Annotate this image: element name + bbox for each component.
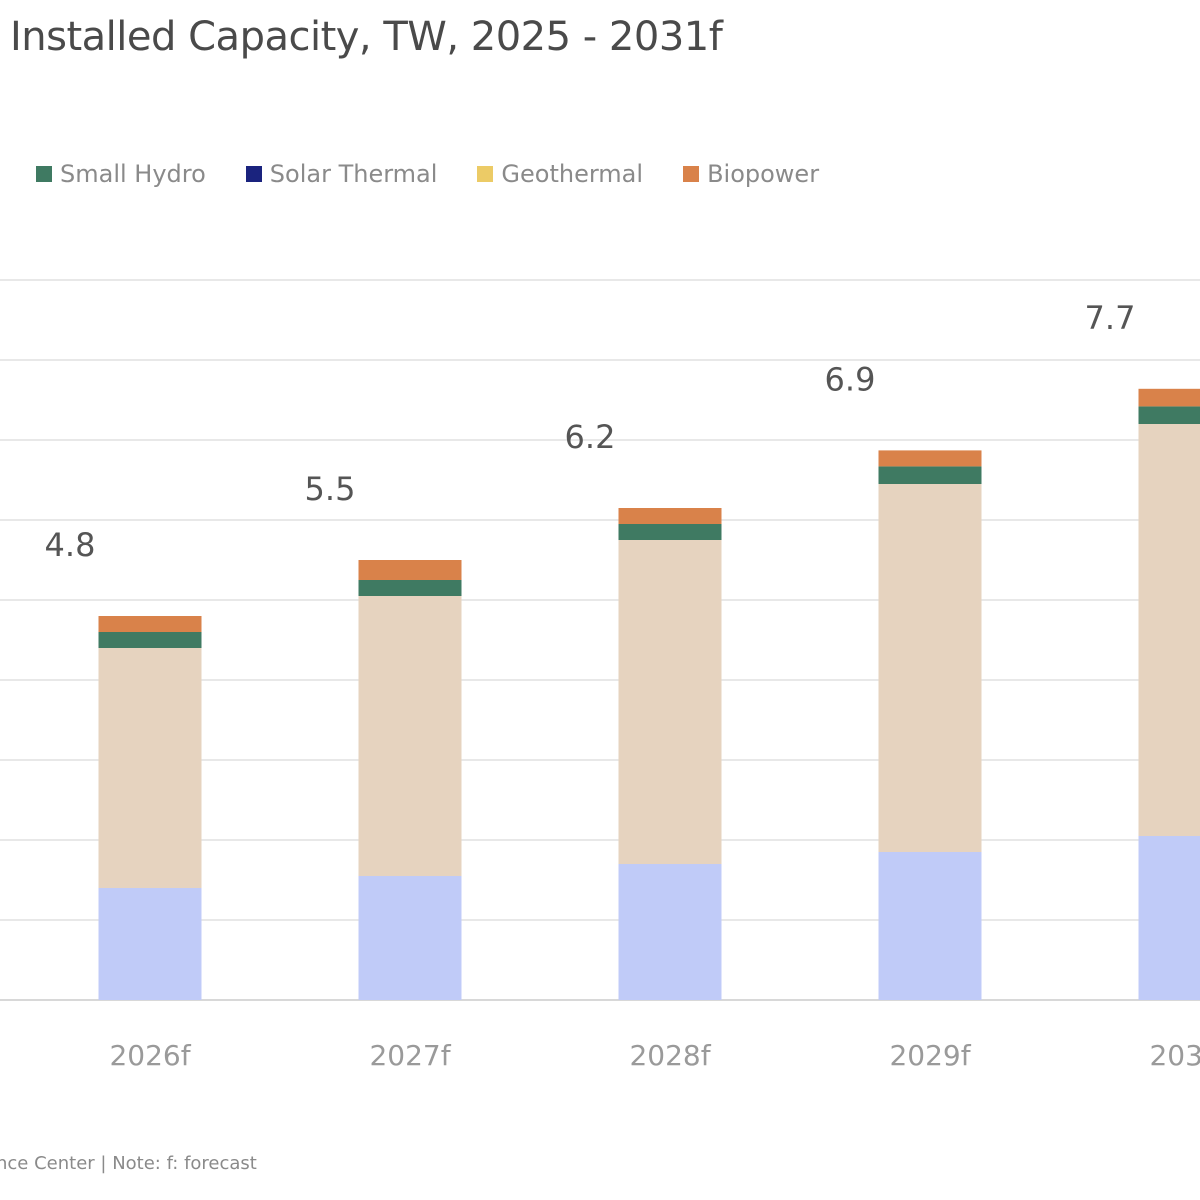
x-tick-label: 2029f — [889, 1039, 971, 1072]
bar-segment — [98, 888, 202, 1000]
bar-segment — [1138, 424, 1200, 836]
bar-segment — [358, 560, 462, 580]
bar-segment — [618, 508, 722, 524]
total-label: 6.9 — [825, 360, 876, 398]
legend-label: Biopower — [707, 160, 820, 188]
legend-item-geothermal: Geothermal — [477, 160, 643, 188]
legend-swatch — [683, 166, 700, 182]
chart-title: Installed Capacity, TW, 2025 - 2031f — [10, 14, 723, 60]
bar-segment — [618, 524, 722, 540]
bar-segment — [878, 484, 982, 852]
bar-segment — [358, 596, 462, 876]
bar-segment — [98, 632, 202, 648]
legend-item-biopower: Biopower — [683, 160, 819, 188]
bar-segment — [878, 852, 982, 1000]
bar-segment — [98, 616, 202, 632]
bar-segment — [878, 450, 982, 467]
total-label: 4.8 — [45, 526, 96, 564]
total-label: 6.2 — [565, 418, 616, 456]
total-label: 5.5 — [305, 470, 356, 508]
x-tick-label: 2028f — [629, 1039, 711, 1072]
legend: Small Hydro Solar Thermal Geothermal Bio… — [36, 160, 819, 188]
legend-item-solar-thermal: Solar Thermal — [245, 160, 438, 188]
bar-segment — [618, 864, 722, 1000]
x-tick-label: 2027f — [369, 1039, 451, 1072]
x-tick-label: 2030f — [1149, 1039, 1200, 1072]
bar-segment — [98, 648, 202, 888]
legend-swatch — [477, 166, 494, 182]
source-note: nce Center | Note: f: forecast — [0, 1153, 257, 1174]
legend-label: Solar Thermal — [269, 160, 438, 188]
bar-segment — [1138, 836, 1200, 1000]
x-tick-label: 2026f — [109, 1039, 191, 1072]
total-label: 7.7 — [1085, 299, 1136, 337]
bar-segment — [1138, 406, 1200, 424]
bar-segment — [1138, 388, 1200, 407]
bar-segment — [878, 466, 982, 484]
bar-segment — [358, 580, 462, 596]
legend-swatch — [245, 166, 262, 182]
legend-label: Geothermal — [501, 160, 644, 188]
bar-segment — [618, 540, 722, 864]
legend-label: Small Hydro — [60, 160, 206, 188]
legend-item-small-hydro: Small Hydro — [36, 160, 206, 188]
bar-segment — [358, 876, 462, 1000]
legend-swatch — [36, 166, 52, 182]
